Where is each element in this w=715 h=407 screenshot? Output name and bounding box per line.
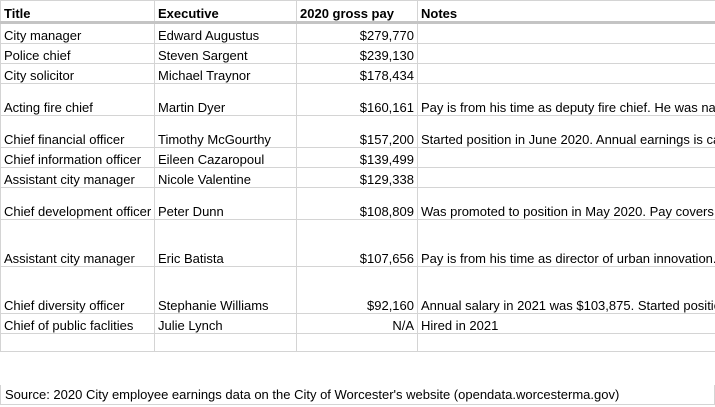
header-title[interactable]: Title [0, 0, 155, 24]
empty-row [0, 333, 715, 352]
empty-cell[interactable] [296, 333, 418, 352]
cell-title[interactable]: City solicitor [0, 63, 155, 84]
table-row: Police chief Steven Sargent $239,130 [0, 43, 715, 64]
cell-pay[interactable]: $160,161 [296, 83, 418, 116]
header-notes[interactable]: Notes [417, 0, 715, 24]
cell-title[interactable]: Chief diversity officer [0, 266, 155, 314]
cell-pay[interactable]: N/A [296, 313, 418, 334]
cell-title[interactable]: Police chief [0, 43, 155, 64]
cell-title[interactable]: Assistant city manager [0, 167, 155, 188]
cell-executive[interactable]: Eileen Cazaropoul [154, 147, 297, 168]
cell-pay[interactable]: $157,200 [296, 115, 418, 148]
cell-pay[interactable]: $108,809 [296, 187, 418, 220]
cell-executive[interactable]: Peter Dunn [154, 187, 297, 220]
cell-title[interactable]: Chief development officer [0, 187, 155, 220]
cell-title[interactable]: Chief financial officer [0, 115, 155, 148]
table-row: Acting fire chief Martin Dyer $160,161 P… [0, 83, 715, 116]
cell-pay[interactable]: $239,130 [296, 43, 418, 64]
cell-title[interactable]: Assistant city manager [0, 219, 155, 267]
cell-notes[interactable]: Annual salary in 2021 was $103,875. Star… [417, 266, 715, 314]
empty-cell[interactable] [417, 333, 715, 352]
cell-title[interactable]: City manager [0, 22, 155, 44]
header-row: Title Executive 2020 gross pay Notes [0, 0, 715, 24]
cell-executive[interactable]: Julie Lynch [154, 313, 297, 334]
cell-executive[interactable]: Timothy McGourthy [154, 115, 297, 148]
source-note[interactable]: Source: 2020 City employee earnings data… [0, 385, 715, 405]
table-row: City manager Edward Augustus $279,770 [0, 22, 715, 44]
cell-executive[interactable]: Edward Augustus [154, 22, 297, 44]
table-row: Chief financial officer Timothy McGourth… [0, 115, 715, 148]
table-row: City solicitor Michael Traynor $178,434 [0, 63, 715, 84]
cell-notes[interactable] [417, 63, 715, 84]
cell-executive[interactable]: Eric Batista [154, 219, 297, 267]
cell-pay[interactable]: $139,499 [296, 147, 418, 168]
cell-title[interactable]: Acting fire chief [0, 83, 155, 116]
cell-notes[interactable] [417, 22, 715, 44]
cell-executive[interactable]: Nicole Valentine [154, 167, 297, 188]
table-row: Assistant city manager Eric Batista $107… [0, 219, 715, 267]
cell-pay[interactable]: $279,770 [296, 22, 418, 44]
header-executive[interactable]: Executive [154, 0, 297, 24]
header-pay[interactable]: 2020 gross pay [296, 0, 418, 24]
pay-table: Title Executive 2020 gross pay Notes Cit… [0, 0, 715, 352]
table-row: Assistant city manager Nicole Valentine … [0, 167, 715, 188]
cell-pay[interactable]: $92,160 [296, 266, 418, 314]
cell-notes[interactable]: Started position in June 2020. Annual ea… [417, 115, 715, 148]
cell-pay[interactable]: $129,338 [296, 167, 418, 188]
cell-notes[interactable] [417, 147, 715, 168]
cell-notes[interactable]: Pay is from his time as director of urba… [417, 219, 715, 267]
cell-executive[interactable]: Michael Traynor [154, 63, 297, 84]
cell-notes[interactable]: Hired in 2021 [417, 313, 715, 334]
table-row: Chief diversity officer Stephanie Willia… [0, 266, 715, 314]
cell-executive[interactable]: Martin Dyer [154, 83, 297, 116]
table-row: Chief of public faclities Julie Lynch N/… [0, 313, 715, 334]
cell-title[interactable]: Chief information officer [0, 147, 155, 168]
table-row: Chief information officer Eileen Cazarop… [0, 147, 715, 168]
cell-executive[interactable]: Stephanie Williams [154, 266, 297, 314]
cell-title[interactable]: Chief of public faclities [0, 313, 155, 334]
cell-notes[interactable]: Pay is from his time as deputy fire chie… [417, 83, 715, 116]
empty-cell[interactable] [154, 333, 297, 352]
cell-pay[interactable]: $178,434 [296, 63, 418, 84]
cell-notes[interactable] [417, 43, 715, 64]
table-row: Chief development officer Peter Dunn $10… [0, 187, 715, 220]
cell-notes[interactable] [417, 167, 715, 188]
cell-pay[interactable]: $107,656 [296, 219, 418, 267]
cell-executive[interactable]: Steven Sargent [154, 43, 297, 64]
empty-cell[interactable] [0, 333, 155, 352]
cell-notes[interactable]: Was promoted to position in May 2020. Pa… [417, 187, 715, 220]
